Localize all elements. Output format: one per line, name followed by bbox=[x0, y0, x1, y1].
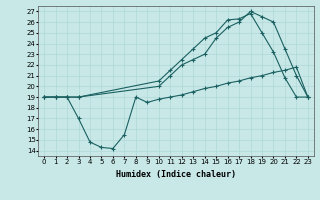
X-axis label: Humidex (Indice chaleur): Humidex (Indice chaleur) bbox=[116, 170, 236, 179]
